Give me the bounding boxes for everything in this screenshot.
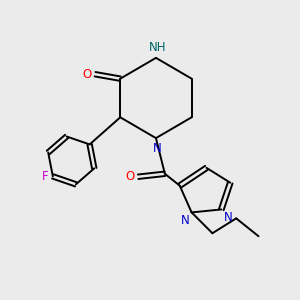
- Text: O: O: [125, 170, 134, 183]
- Text: N: N: [153, 142, 162, 155]
- Text: NH: NH: [149, 41, 166, 54]
- Text: N: N: [181, 214, 189, 227]
- Text: N: N: [224, 211, 233, 224]
- Text: F: F: [42, 170, 48, 183]
- Text: O: O: [82, 68, 92, 81]
